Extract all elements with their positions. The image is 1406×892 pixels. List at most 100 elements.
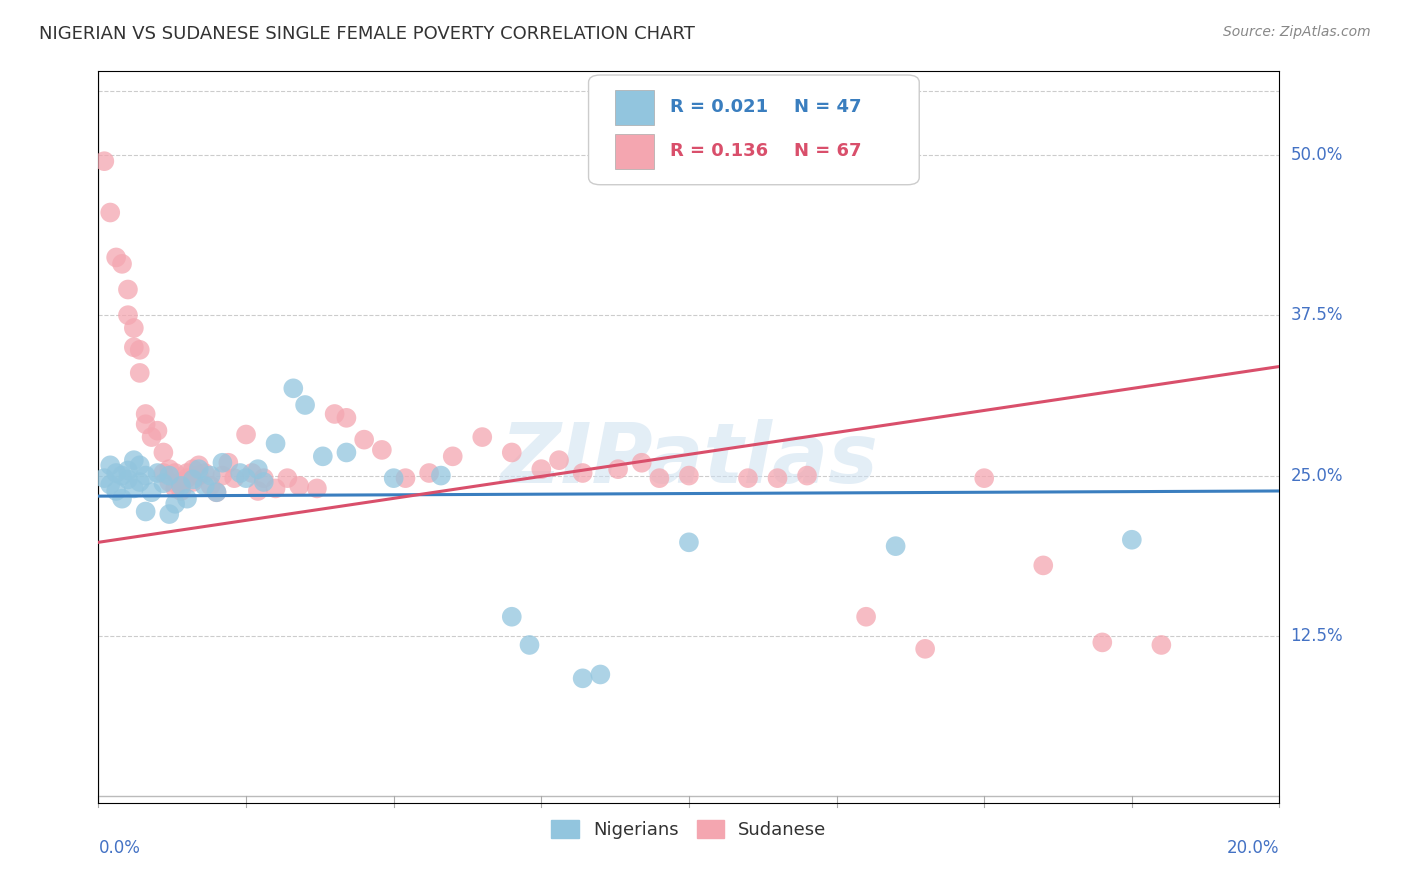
Point	[501, 445, 523, 459]
Point	[855, 609, 877, 624]
Point	[105, 483, 128, 498]
Point	[205, 485, 228, 500]
Point	[737, 471, 759, 485]
Point	[187, 468, 209, 483]
Point	[128, 458, 150, 473]
Point	[170, 479, 193, 493]
Point	[165, 482, 187, 496]
Point	[117, 308, 139, 322]
Point	[276, 471, 298, 485]
FancyBboxPatch shape	[614, 90, 654, 125]
Point	[93, 154, 115, 169]
Point	[224, 471, 246, 485]
Point	[678, 468, 700, 483]
Point	[973, 471, 995, 485]
Legend: Nigerians, Sudanese: Nigerians, Sudanese	[544, 813, 834, 847]
Point	[117, 472, 139, 486]
Point	[648, 471, 671, 485]
Text: 0.0%: 0.0%	[98, 838, 141, 857]
Point	[323, 407, 346, 421]
Point	[128, 366, 150, 380]
Point	[128, 475, 150, 489]
Point	[288, 479, 311, 493]
Point	[394, 471, 416, 485]
Point	[176, 491, 198, 506]
Point	[235, 471, 257, 485]
Point	[157, 468, 180, 483]
Point	[519, 638, 541, 652]
Point	[1150, 638, 1173, 652]
Point	[884, 539, 907, 553]
Point	[98, 477, 121, 491]
Point	[170, 475, 193, 489]
Text: 50.0%: 50.0%	[1291, 145, 1343, 164]
Point	[229, 466, 252, 480]
Point	[1091, 635, 1114, 649]
Point	[1121, 533, 1143, 547]
Text: N = 67: N = 67	[794, 142, 862, 160]
Point	[141, 485, 163, 500]
Point	[253, 471, 276, 485]
Point	[211, 456, 233, 470]
Text: R = 0.021: R = 0.021	[671, 98, 768, 116]
Text: 25.0%: 25.0%	[1291, 467, 1343, 484]
Point	[353, 433, 375, 447]
Point	[157, 507, 180, 521]
FancyBboxPatch shape	[589, 75, 920, 185]
Point	[211, 468, 233, 483]
Point	[382, 471, 405, 485]
Point	[200, 468, 222, 483]
Point	[418, 466, 440, 480]
Point	[283, 381, 305, 395]
Point	[914, 641, 936, 656]
Point	[181, 462, 204, 476]
Point	[176, 466, 198, 480]
Text: 12.5%: 12.5%	[1291, 627, 1343, 645]
Point	[441, 450, 464, 464]
Point	[165, 497, 187, 511]
Point	[117, 463, 139, 477]
Point	[678, 535, 700, 549]
Point	[253, 475, 276, 489]
Point	[335, 410, 357, 425]
FancyBboxPatch shape	[614, 134, 654, 169]
Point	[187, 462, 209, 476]
Point	[176, 471, 198, 485]
Point	[335, 445, 357, 459]
Point	[122, 453, 145, 467]
Text: NIGERIAN VS SUDANESE SINGLE FEMALE POVERTY CORRELATION CHART: NIGERIAN VS SUDANESE SINGLE FEMALE POVER…	[39, 25, 695, 43]
Text: R = 0.136: R = 0.136	[671, 142, 768, 160]
Point	[200, 479, 222, 493]
Point	[105, 466, 128, 480]
Point	[157, 475, 180, 489]
Point	[122, 321, 145, 335]
Point	[235, 427, 257, 442]
Point	[122, 482, 145, 496]
Point	[170, 483, 193, 498]
Text: 20.0%: 20.0%	[1227, 838, 1279, 857]
Point	[1032, 558, 1054, 573]
Point	[305, 482, 328, 496]
Point	[246, 462, 269, 476]
Point	[98, 205, 121, 219]
Point	[371, 442, 394, 457]
Point	[117, 283, 139, 297]
Point	[312, 450, 335, 464]
Point	[152, 466, 174, 480]
Point	[205, 485, 228, 500]
Point	[264, 436, 287, 450]
Point	[105, 251, 128, 265]
Point	[194, 466, 217, 480]
Point	[146, 466, 169, 480]
Point	[246, 483, 269, 498]
Point	[607, 462, 630, 476]
Point	[152, 476, 174, 491]
Text: ZIPatlas: ZIPatlas	[501, 418, 877, 500]
Point	[264, 482, 287, 496]
Point	[152, 445, 174, 459]
Point	[141, 430, 163, 444]
Point	[181, 475, 204, 489]
Point	[187, 458, 209, 473]
Point	[122, 340, 145, 354]
Point	[111, 491, 134, 506]
